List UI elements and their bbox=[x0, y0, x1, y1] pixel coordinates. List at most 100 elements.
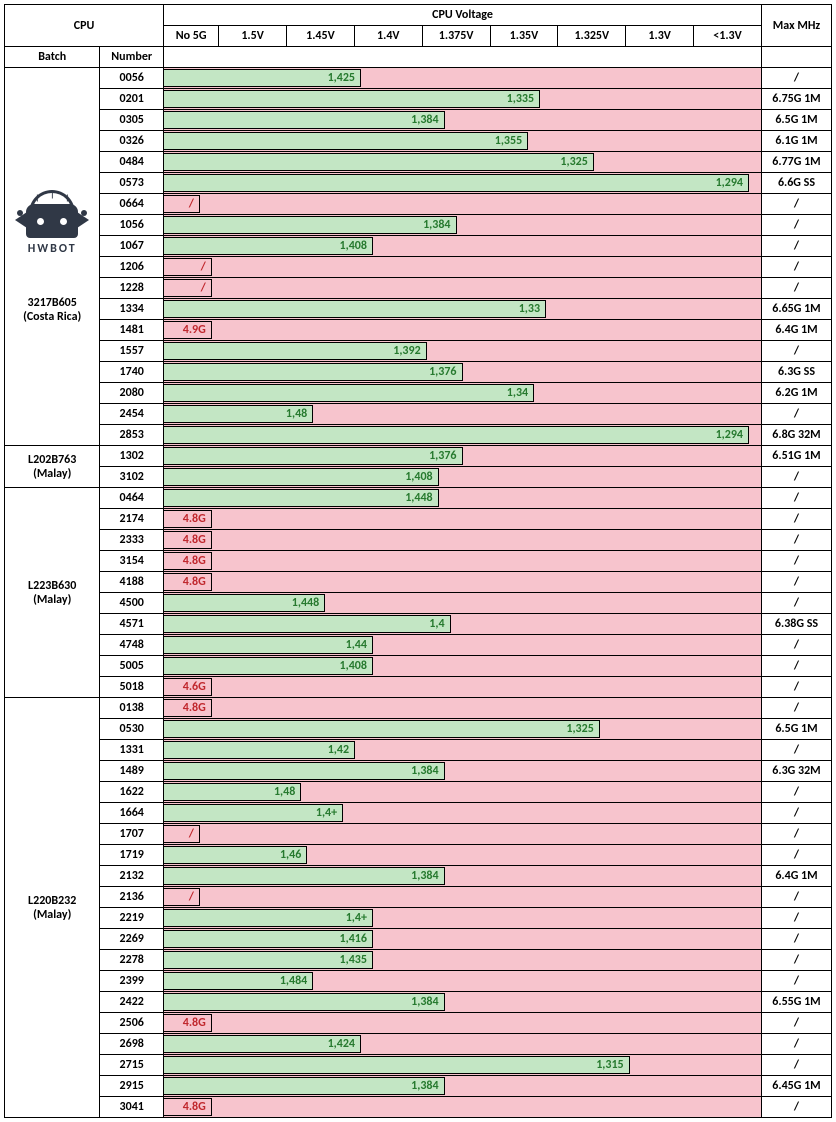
voltage-bar-label: 1,376 bbox=[429, 449, 462, 463]
voltage-bar-label: / bbox=[201, 260, 212, 274]
voltage-header: <1.3V bbox=[694, 26, 762, 47]
voltage-bar-label: 1,34 bbox=[507, 386, 534, 400]
voltage-bar-label: 1,448 bbox=[405, 491, 438, 505]
max-mhz: 6.4G 1M bbox=[761, 866, 831, 887]
max-mhz: 6.55G 1M bbox=[761, 992, 831, 1013]
cpu-number: 4748 bbox=[100, 635, 164, 656]
cpu-number: 2136 bbox=[100, 887, 164, 908]
voltage-bar-label: 4.8G bbox=[183, 1016, 212, 1030]
batch-cell: L223B630(Malay) bbox=[5, 488, 100, 698]
cpu-number: 0305 bbox=[100, 110, 164, 131]
cpu-number: 2174 bbox=[100, 509, 164, 530]
voltage-bar-label: 1,335 bbox=[507, 92, 540, 106]
cpu-number: 2698 bbox=[100, 1034, 164, 1055]
voltage-bar-label: 1,294 bbox=[716, 176, 749, 190]
voltage-bar-label: 4.8G bbox=[183, 512, 212, 526]
voltage-bar-label: 1,384 bbox=[411, 764, 444, 778]
voltage-bar-cell: 1,294 bbox=[164, 425, 762, 446]
batch-name-line: (Malay) bbox=[5, 467, 99, 481]
voltage-bar-cell: 1,392 bbox=[164, 341, 762, 362]
voltage-bar-cell: 1,325 bbox=[164, 719, 762, 740]
voltage-header: No 5G bbox=[164, 26, 219, 47]
voltage-bar-cell: 1,42 bbox=[164, 740, 762, 761]
voltage-bar-fill bbox=[164, 300, 546, 318]
voltage-bar-label: 1,416 bbox=[340, 932, 373, 946]
max-mhz: 6.77G 1M bbox=[761, 152, 831, 173]
max-mhz: 6.2G 1M bbox=[761, 383, 831, 404]
cpu-number: 1067 bbox=[100, 236, 164, 257]
voltage-header: 1.3V bbox=[626, 26, 694, 47]
voltage-bar-cell: 1,44 bbox=[164, 635, 762, 656]
voltage-bar-cell: / bbox=[164, 278, 762, 299]
voltage-bar-fill bbox=[164, 468, 439, 486]
voltage-bar-fill bbox=[164, 153, 594, 171]
cpu-number: 1302 bbox=[100, 446, 164, 467]
batch-name-line: L220B232 bbox=[5, 894, 99, 908]
voltage-bar-fill bbox=[164, 993, 445, 1011]
max-mhz: 6.1G 1M bbox=[761, 131, 831, 152]
voltage-bar-cell: 1,294 bbox=[164, 173, 762, 194]
max-mhz: / bbox=[761, 698, 831, 719]
voltage-bar-label: 4.8G bbox=[183, 1100, 212, 1114]
cpu-number: 0464 bbox=[100, 488, 164, 509]
voltage-bar-cell: 1,408 bbox=[164, 467, 762, 488]
cpu-number: 1557 bbox=[100, 341, 164, 362]
voltage-bar-label: / bbox=[201, 281, 212, 295]
voltage-bar-label: 1,384 bbox=[423, 218, 456, 232]
cpu-number: 2132 bbox=[100, 866, 164, 887]
cpu-number: 1622 bbox=[100, 782, 164, 803]
voltage-bar-cell: 1,408 bbox=[164, 236, 762, 257]
cpu-number: 2853 bbox=[100, 425, 164, 446]
voltage-bar-cell: / bbox=[164, 887, 762, 908]
cpu-number: 1489 bbox=[100, 761, 164, 782]
voltage-bar-cell: 1,408 bbox=[164, 656, 762, 677]
cpu-number: 0326 bbox=[100, 131, 164, 152]
max-mhz: / bbox=[761, 824, 831, 845]
voltage-bar-fill bbox=[164, 363, 462, 381]
cpu-number: 2422 bbox=[100, 992, 164, 1013]
max-mhz: / bbox=[761, 887, 831, 908]
cpu-number: 2915 bbox=[100, 1076, 164, 1097]
max-mhz: / bbox=[761, 635, 831, 656]
hwbot-logo-text: HWBOT bbox=[5, 242, 99, 256]
voltage-bar-cell: 1,384 bbox=[164, 1076, 762, 1097]
voltage-bar-cell: / bbox=[164, 257, 762, 278]
max-mhz: / bbox=[761, 215, 831, 236]
voltage-bar-label: 1,392 bbox=[393, 344, 426, 358]
cpu-number: 1664 bbox=[100, 803, 164, 824]
max-mhz: 6.3G SS bbox=[761, 362, 831, 383]
max-mhz: / bbox=[761, 551, 831, 572]
voltage-bar-label: 1,325 bbox=[566, 722, 599, 736]
max-mhz: 6.51G 1M bbox=[761, 446, 831, 467]
max-mhz: / bbox=[761, 341, 831, 362]
voltage-bar-cell: 4.8G bbox=[164, 509, 762, 530]
cpu-number: 3154 bbox=[100, 551, 164, 572]
voltage-bar-fill bbox=[164, 615, 451, 633]
cpu-voltage-table: CPU CPU Voltage Max MHz No 5G1.5V1.45V1.… bbox=[4, 4, 832, 1118]
max-mhz: / bbox=[761, 1013, 831, 1034]
cpu-number: 3041 bbox=[100, 1097, 164, 1118]
voltage-bar-cell: 1,435 bbox=[164, 950, 762, 971]
voltage-bar-label: 1,294 bbox=[716, 428, 749, 442]
voltage-bar-label: 1,435 bbox=[340, 953, 373, 967]
cpu-number: 0056 bbox=[100, 68, 164, 89]
hwbot-logo: ||| bbox=[17, 194, 87, 240]
voltage-bar-cell: 1,376 bbox=[164, 446, 762, 467]
voltage-bar-label: 1,448 bbox=[292, 596, 325, 610]
cpu-number: 2269 bbox=[100, 929, 164, 950]
voltage-bar-cell: 1,448 bbox=[164, 593, 762, 614]
voltage-bar-label: 1,4+ bbox=[316, 806, 343, 820]
voltage-bar-label: 1,325 bbox=[560, 155, 593, 169]
voltage-bar-label: 1,4 bbox=[429, 617, 450, 631]
max-mhz: 6.8G 32M bbox=[761, 425, 831, 446]
max-mhz: / bbox=[761, 740, 831, 761]
voltage-bar-cell: 1,424 bbox=[164, 1034, 762, 1055]
voltage-bar-cell: 1,48 bbox=[164, 404, 762, 425]
max-mhz: / bbox=[761, 1055, 831, 1076]
voltage-bar-cell: 1,4+ bbox=[164, 908, 762, 929]
voltage-bar-cell: 4.9G bbox=[164, 320, 762, 341]
max-mhz: / bbox=[761, 404, 831, 425]
batch-name-line: L223B630 bbox=[5, 579, 99, 593]
max-mhz: / bbox=[761, 1097, 831, 1118]
voltage-bar-label: 1,408 bbox=[405, 470, 438, 484]
